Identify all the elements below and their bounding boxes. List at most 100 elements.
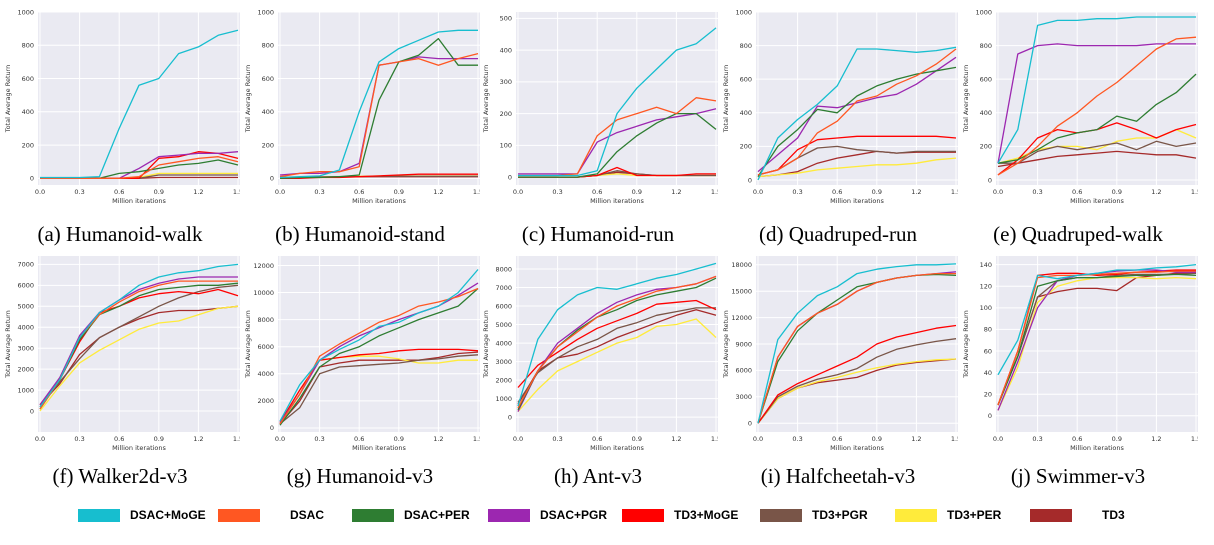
x-tick-label: 0.3: [74, 435, 84, 443]
legend-item: DSAC+MoGE: [78, 508, 206, 522]
plot-background: [38, 12, 240, 185]
x-tick-label: 0.9: [632, 188, 642, 196]
x-tick-label: 1.5: [951, 188, 958, 196]
y-tick-label: 6000: [17, 282, 34, 290]
x-tick-label: 0.3: [314, 435, 324, 443]
x-tick-label: 0.3: [792, 435, 802, 443]
y-tick-label: 12000: [731, 314, 752, 322]
series-line-dsac: [997, 270, 1196, 406]
x-tick-label: 1.5: [711, 188, 718, 196]
y-tick-label: 5000: [17, 303, 34, 311]
y-tick-label: 2000: [495, 376, 512, 384]
series-line-td3-pgr: [39, 284, 239, 408]
subplot-svg: 0.0 0.3 0.6 0.9 1.2 1.5 0 3000 6000 9000 12000 1500…: [722, 256, 961, 452]
x-tick-label: 0.0: [513, 435, 523, 443]
x-tick-label: 0.3: [792, 188, 802, 196]
plot-background: [996, 12, 1198, 185]
x-tick-label: 0.3: [314, 188, 324, 196]
legend-swatch: [218, 508, 260, 522]
x-tick-label: 0.9: [154, 188, 164, 196]
x-axis-label: Million iterations: [352, 444, 406, 452]
legend-item: DSAC: [218, 508, 324, 522]
y-tick-label: 10000: [253, 289, 274, 297]
series-line-dsac: [997, 36, 1197, 176]
y-tick-label: 200: [980, 143, 992, 151]
x-tick-label: 1.2: [911, 188, 921, 196]
y-tick-label: 15000: [731, 288, 752, 296]
series-line-td3-moge: [517, 299, 717, 388]
series-line-dsac-moge: [997, 263, 1197, 376]
x-axis-label: Million iterations: [590, 444, 644, 452]
series-line-dsac: [757, 272, 956, 424]
series-line-td3-per: [757, 157, 957, 178]
y-tick-label: 0: [988, 412, 992, 420]
subplot-caption: (e) Quadruped-walk: [993, 222, 1163, 246]
x-tick-label: 0.9: [1112, 188, 1122, 196]
subplot-caption: (a) Humanoid-walk: [37, 222, 203, 246]
x-tick-label: 0.9: [872, 435, 882, 443]
y-tick-label: 2000: [17, 365, 34, 373]
x-axis-label: Million iterations: [830, 197, 884, 205]
x-axis-label: Million iterations: [112, 197, 166, 205]
series-line-dsac-moge: [757, 46, 957, 181]
y-tick-label: 5000: [495, 321, 512, 329]
legend-label: TD3+PER: [947, 508, 1002, 522]
x-tick-label: 0.3: [1032, 435, 1042, 443]
subplot-caption: (c) Humanoid-run: [521, 222, 675, 246]
y-tick-label: 4000: [495, 339, 512, 347]
x-tick-label: 1.2: [193, 188, 203, 196]
y-tick-label: 600: [262, 75, 274, 83]
y-axis-label: Total Average Return: [722, 65, 730, 134]
y-tick-label: 0: [508, 413, 512, 421]
x-tick-label: 0.9: [872, 188, 882, 196]
subplot-1: 0.0 0.3 0.6 0.9 1.2 1.5 0 200 400 600 800 1000 Milli…: [0, 0, 243, 205]
y-tick-label: 1000: [17, 386, 34, 394]
x-tick-label: 0.3: [552, 188, 562, 196]
legend-swatch: [1030, 508, 1072, 522]
y-tick-label: 1000: [735, 8, 752, 16]
series-line-dsac: [279, 52, 479, 178]
series-line-dsac-pgr: [279, 282, 479, 423]
y-tick-label: 20: [984, 391, 992, 399]
x-tick-label: 1.5: [711, 435, 718, 443]
subplot-caption: (d) Quadruped-run: [758, 222, 918, 246]
x-tick-label: 0.3: [74, 188, 84, 196]
x-tick-label: 0.3: [1032, 188, 1042, 196]
subplot-3: 0.0 0.3 0.6 0.9 1.2 1.5 0 100 200 300 400 500 Millio…: [478, 0, 721, 205]
series-line-td3: [757, 150, 956, 178]
y-tick-label: 3000: [17, 344, 34, 352]
series-line-td3: [997, 150, 1197, 168]
series-line-td3-per: [757, 358, 957, 424]
x-tick-label: 0.6: [832, 188, 842, 196]
y-tick-label: 1000: [495, 395, 512, 403]
y-tick-label: 40: [984, 369, 992, 377]
y-tick-label: 1000: [257, 8, 274, 16]
x-tick-label: 0.6: [832, 435, 842, 443]
x-tick-label: 0.0: [513, 188, 523, 196]
legend-swatch: [760, 508, 802, 522]
series-line-dsac-per: [518, 112, 717, 178]
y-tick-label: 60: [984, 347, 992, 355]
series-line-dsac-pgr: [518, 108, 717, 175]
x-tick-label: 0.0: [753, 188, 763, 196]
y-tick-label: 0: [748, 176, 752, 184]
legend-item: TD3+MoGE: [622, 508, 738, 522]
subplot-caption: (h) Ant-v3: [553, 464, 643, 488]
y-tick-label: 200: [740, 143, 752, 151]
x-axis-label: Million iterations: [112, 444, 166, 452]
series-line-dsac-moge: [39, 263, 239, 408]
series-line-td3-pgr: [998, 140, 1197, 164]
x-tick-label: 0.9: [394, 188, 404, 196]
x-tick-label: 1.2: [433, 435, 443, 443]
y-tick-label: 0: [508, 173, 512, 181]
y-tick-label: 400: [500, 46, 512, 54]
plot-background: [516, 12, 718, 185]
y-axis-label: Total Average Return: [482, 65, 490, 134]
x-tick-label: 1.2: [911, 435, 921, 443]
series-line-dsac-moge: [517, 262, 717, 407]
y-tick-label: 0: [748, 420, 752, 428]
series-line-dsac-per: [997, 273, 1197, 406]
subplot-4: 0.0 0.3 0.6 0.9 1.2 1.5 0 200 400 600 800 1000 Milli…: [718, 0, 961, 205]
series-line-dsac-per: [279, 288, 479, 426]
plot-background: [278, 256, 480, 432]
